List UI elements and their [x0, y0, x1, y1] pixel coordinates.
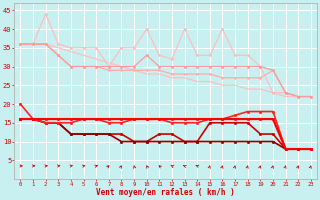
X-axis label: Vent moyen/en rafales ( km/h ): Vent moyen/en rafales ( km/h ) — [96, 188, 235, 197]
